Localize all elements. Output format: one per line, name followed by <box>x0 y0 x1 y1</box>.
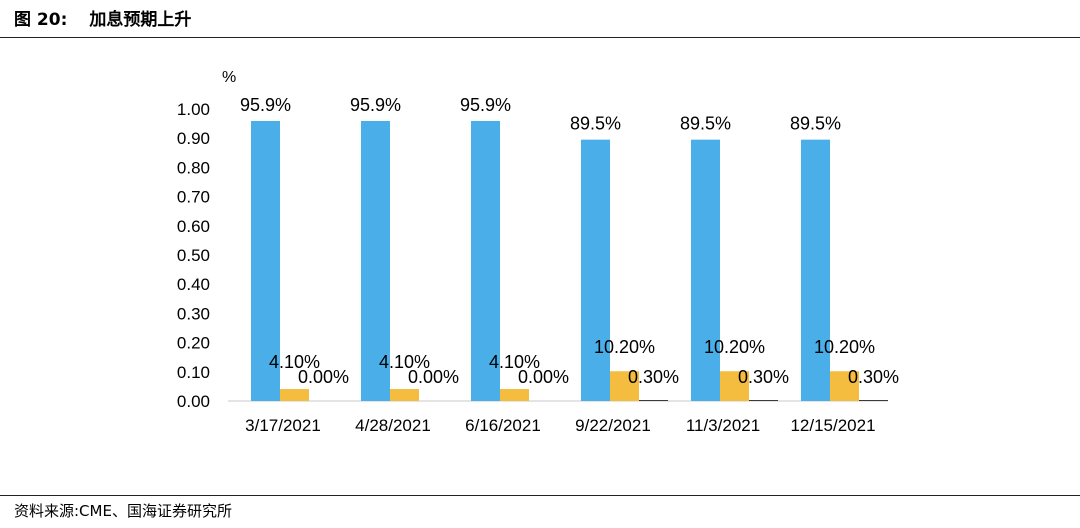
bar <box>639 400 668 401</box>
x-tick-label: 3/17/2021 <box>245 416 321 435</box>
chart-labels: 95.9%4.10%0.00%95.9%4.10%0.00%95.9%4.10%… <box>240 95 899 387</box>
x-tick-label: 11/3/2021 <box>686 416 760 435</box>
figure-header: 图 20: 加息预期上升 <box>14 6 191 34</box>
y-tick-label: 0.30 <box>177 304 210 323</box>
data-label: 95.9% <box>350 95 401 115</box>
y-tick-label: 0.60 <box>177 217 210 236</box>
x-tick-label: 9/22/2021 <box>575 416 651 435</box>
data-label: 95.9% <box>460 95 511 115</box>
y-tick-label: 0.90 <box>177 129 210 148</box>
data-label: 10.20% <box>704 337 765 357</box>
y-tick-label: 0.40 <box>177 275 210 294</box>
bar <box>251 120 280 402</box>
y-tick-label: 1.00 <box>177 100 210 119</box>
data-label: 10.20% <box>814 337 875 357</box>
y-tick-label: 0.10 <box>177 363 210 382</box>
bar <box>390 389 419 401</box>
data-label: 89.5% <box>790 114 841 134</box>
y-tick-label: 0.70 <box>177 188 210 207</box>
figure-number: 图 20: <box>14 10 68 30</box>
y-tick-label: 0.80 <box>177 158 210 177</box>
bottom-divider <box>0 495 1080 496</box>
figure-title: 加息预期上升 <box>89 10 192 30</box>
data-label: 0.30% <box>628 367 679 387</box>
bar <box>610 371 639 401</box>
bar <box>581 139 610 401</box>
bar <box>720 371 749 401</box>
data-label: 4.10% <box>269 352 320 372</box>
bar <box>749 400 778 401</box>
data-label: 89.5% <box>570 114 621 134</box>
bar <box>859 400 888 401</box>
data-label: 0.30% <box>848 367 899 387</box>
data-label: 0.00% <box>518 367 569 387</box>
bar <box>691 139 720 401</box>
data-label: 95.9% <box>240 95 291 115</box>
x-tick-label: 6/16/2021 <box>465 416 541 435</box>
x-tick-label: 12/15/2021 <box>790 416 875 435</box>
data-label: 0.00% <box>298 367 349 387</box>
bar <box>471 120 500 402</box>
chart-bars <box>251 120 888 402</box>
y-tick-label: 0.20 <box>177 334 210 353</box>
y-unit-label: % <box>222 69 236 86</box>
data-label: 10.20% <box>594 337 655 357</box>
source-note: 资料来源:CME、国海证券研究所 <box>14 502 232 520</box>
bar <box>361 120 390 402</box>
y-tick-label: 0.00 <box>177 392 210 411</box>
top-divider <box>0 37 1080 38</box>
bar <box>500 389 529 401</box>
x-tick-label: 4/28/2021 <box>355 416 431 435</box>
y-tick-label: 0.50 <box>177 246 210 265</box>
data-label: 89.5% <box>680 114 731 134</box>
data-label: 0.30% <box>738 367 789 387</box>
data-label: 0.00% <box>408 367 459 387</box>
data-label: 4.10% <box>489 352 540 372</box>
bar <box>801 139 830 401</box>
data-label: 4.10% <box>379 352 430 372</box>
bar <box>280 389 309 401</box>
bar <box>830 371 859 401</box>
